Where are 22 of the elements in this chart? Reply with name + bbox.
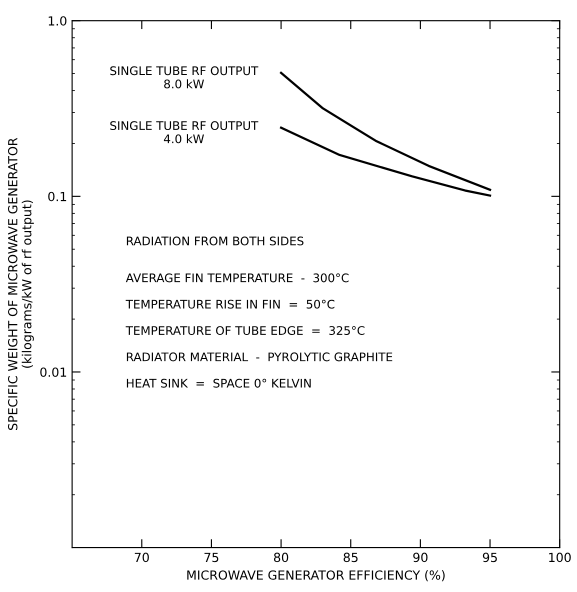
annotation: HEAT SINK = SPACE 0° KELVIN	[126, 378, 311, 388]
annotation: RADIATOR MATERIAL - PYROLYTIC GRAPHITE	[126, 352, 392, 362]
x-tick-label: 80	[274, 552, 288, 562]
series-label: SINGLE TUBE RF OUTPUT 8.0 kW	[110, 66, 258, 88]
annotation: TEMPERATURE RISE IN FIN = 50°C	[126, 300, 334, 309]
x-tick-label: 95	[482, 552, 497, 562]
x-axis-title: MICROWAVE GENERATOR EFFICIENCY (%)	[187, 570, 445, 582]
y-tick-label: 0.01	[40, 367, 66, 377]
series-label: SINGLE TUBE RF OUTPUT 4.0 kW	[110, 121, 258, 144]
y-tick-label: 0.1	[48, 192, 66, 202]
x-tick-label: 90	[413, 552, 428, 562]
x-tick-label: 85	[344, 552, 358, 562]
annotation: TEMPERATURE OF TUBE EDGE = 325°C	[126, 326, 364, 336]
y-axis-title: SPECIFIC WEIGHT OF MICROWAVE GENERATOR (kilograms/kW of rf output)	[8, 138, 34, 430]
annotation: RADIATION FROM BOTH SIDES	[126, 236, 304, 246]
line-series	[280, 126, 492, 197]
y-tick-label: 1.0	[48, 16, 66, 26]
x-tick-label: 100	[549, 552, 571, 562]
annotation: AVERAGE FIN TEMPERATURE - 300°C	[126, 273, 349, 282]
line-series	[280, 72, 492, 191]
x-tick-label: 70	[134, 552, 149, 562]
x-tick-label: 75	[204, 552, 218, 562]
